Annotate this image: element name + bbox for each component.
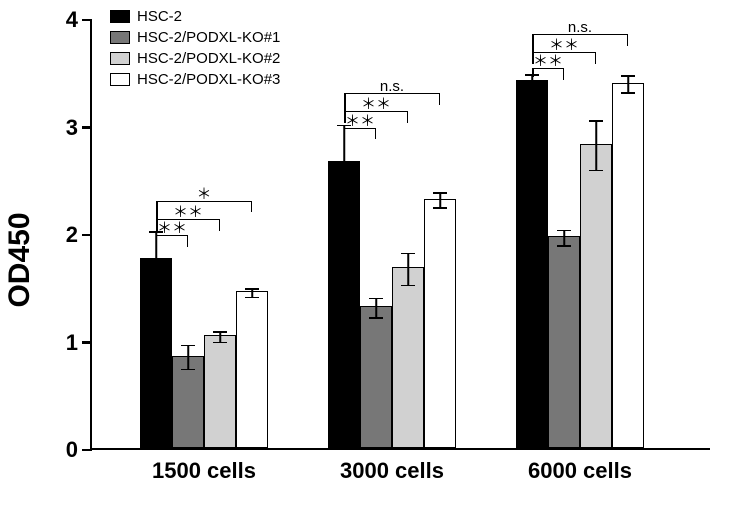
significance-label: n.s. bbox=[380, 79, 404, 94]
significance-label: ＊＊ bbox=[173, 205, 203, 220]
significance-label: ＊＊ bbox=[157, 221, 187, 236]
bar bbox=[424, 199, 456, 448]
category-label: 6000 cells bbox=[528, 458, 632, 484]
error-cap bbox=[213, 331, 227, 333]
y-tick-label: 4 bbox=[66, 7, 78, 33]
y-tick bbox=[82, 126, 92, 129]
error-cap bbox=[589, 170, 603, 172]
error-cap bbox=[621, 92, 635, 94]
legend-swatch bbox=[110, 10, 130, 23]
legend-item: HSC-2 bbox=[110, 8, 280, 25]
y-tick-label: 0 bbox=[66, 437, 78, 463]
bar bbox=[548, 236, 580, 448]
legend-item: HSC-2/PODXL-KO#2 bbox=[110, 50, 280, 67]
significance-label: ＊＊ bbox=[533, 54, 563, 69]
legend-swatch bbox=[110, 31, 130, 44]
y-tick bbox=[82, 449, 92, 452]
error-bar bbox=[407, 253, 409, 285]
error-bar bbox=[155, 232, 157, 288]
legend-item: HSC-2/PODXL-KO#3 bbox=[110, 71, 280, 88]
error-bar bbox=[187, 346, 189, 370]
legend: HSC-2 HSC-2/PODXL-KO#1 HSC-2/PODXL-KO#2 HSC… bbox=[110, 8, 280, 92]
bar bbox=[580, 144, 612, 448]
error-cap bbox=[245, 297, 259, 299]
error-cap bbox=[337, 200, 351, 202]
error-cap bbox=[245, 288, 259, 290]
legend-label: HSC-2/PODXL-KO#3 bbox=[137, 71, 280, 88]
error-bar bbox=[563, 231, 565, 246]
error-cap bbox=[557, 245, 571, 247]
significance-label: ＊ bbox=[196, 187, 211, 202]
y-tick-label: 1 bbox=[66, 330, 78, 356]
error-cap bbox=[433, 207, 447, 209]
error-bar bbox=[343, 125, 345, 200]
error-cap bbox=[589, 120, 603, 122]
error-cap bbox=[401, 285, 415, 287]
bar bbox=[204, 335, 236, 448]
y-tick-label: 3 bbox=[66, 115, 78, 141]
legend-label: HSC-2/PODXL-KO#2 bbox=[137, 50, 280, 67]
chart-container: OD450 0 1 2 3 4 1500 cells 3000 cells 6000 cell… bbox=[0, 0, 750, 519]
error-bar bbox=[627, 76, 629, 93]
category-label: 3000 cells bbox=[340, 458, 444, 484]
error-cap bbox=[369, 298, 383, 300]
error-cap bbox=[401, 253, 415, 255]
error-cap bbox=[525, 89, 539, 91]
legend-item: HSC-2/PODXL-KO#1 bbox=[110, 29, 280, 46]
error-cap bbox=[181, 345, 195, 347]
y-tick-label: 2 bbox=[66, 222, 78, 248]
y-tick bbox=[82, 19, 92, 22]
bar bbox=[328, 161, 360, 448]
legend-label: HSC-2 bbox=[137, 8, 182, 25]
y-axis-title: OD450 bbox=[3, 212, 37, 307]
bar bbox=[236, 291, 268, 448]
bar bbox=[360, 306, 392, 448]
error-bar bbox=[439, 193, 441, 208]
error-bar bbox=[595, 121, 597, 170]
significance-label: ＊＊ bbox=[549, 38, 579, 53]
significance-label: ＊＊ bbox=[345, 114, 375, 129]
error-bar bbox=[375, 298, 377, 317]
error-cap bbox=[433, 192, 447, 194]
legend-swatch bbox=[110, 52, 130, 65]
error-cap bbox=[557, 230, 571, 232]
bar bbox=[516, 80, 548, 448]
significance-label: ＊＊ bbox=[361, 97, 391, 112]
legend-swatch bbox=[110, 73, 130, 86]
error-cap bbox=[369, 317, 383, 319]
error-cap bbox=[621, 75, 635, 77]
bar bbox=[612, 83, 644, 449]
bar bbox=[392, 267, 424, 448]
y-tick bbox=[82, 341, 92, 344]
error-bar bbox=[531, 75, 533, 90]
legend-label: HSC-2/PODXL-KO#1 bbox=[137, 29, 280, 46]
error-cap bbox=[149, 287, 163, 289]
error-cap bbox=[181, 369, 195, 371]
error-cap bbox=[213, 342, 227, 344]
y-tick bbox=[82, 234, 92, 237]
significance-label: n.s. bbox=[568, 20, 592, 35]
category-label: 1500 cells bbox=[152, 458, 256, 484]
